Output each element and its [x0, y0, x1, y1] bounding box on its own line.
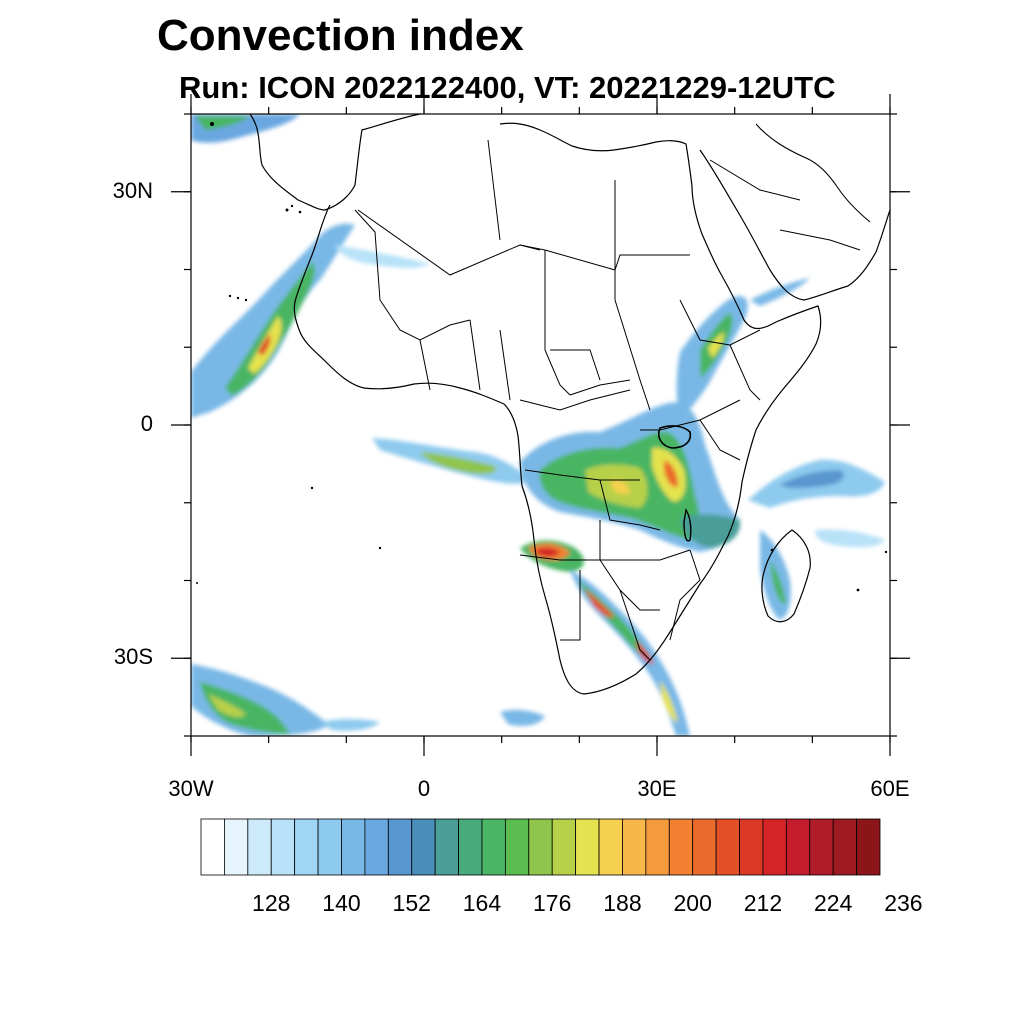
map-frame	[190, 113, 891, 737]
colorbar-swatch	[200, 818, 225, 876]
colorbar-swatch	[341, 818, 366, 876]
colorbar-label: 140	[322, 890, 361, 916]
colorbar-swatch	[481, 818, 506, 876]
colorbar-label: 152	[392, 890, 431, 916]
convection-field	[191, 114, 890, 736]
colorbar-swatch	[739, 818, 764, 876]
colorbar-swatch	[622, 818, 647, 876]
colorbar-swatch	[411, 818, 436, 876]
colorbar-swatch	[317, 818, 342, 876]
islands	[196, 122, 888, 592]
colorbar-swatch	[645, 818, 670, 876]
colorbar-swatch	[364, 818, 389, 876]
lon-tick-label: 30W	[168, 776, 214, 801]
colorbar-swatch	[856, 818, 881, 876]
colorbar-swatch	[551, 818, 577, 876]
map-title: Convection index	[157, 11, 524, 60]
colorbar-label: 212	[743, 890, 783, 916]
colorbar-swatch	[598, 818, 623, 876]
colorbar-swatch	[692, 818, 717, 876]
lat-tick-label: 30S	[113, 644, 153, 670]
colorbar-swatch	[762, 818, 787, 876]
colorbar-swatch	[458, 818, 483, 876]
colorbar-label: 128	[252, 890, 291, 916]
colorbar-label: 188	[603, 890, 642, 916]
colorbar-swatch	[504, 818, 530, 876]
lat-tick-label: 30N	[112, 177, 153, 203]
colorbar-swatch	[575, 818, 600, 876]
colorbar-swatch	[785, 818, 811, 876]
colorbar-swatch	[528, 818, 553, 876]
lon-tick-label: 60E	[870, 776, 910, 801]
colorbar-label: 224	[813, 890, 853, 916]
colorbar-swatch	[387, 818, 413, 876]
colorbar-swatch	[715, 818, 740, 876]
colorbar-swatch	[668, 818, 694, 876]
lat-tick-label: 0	[140, 411, 153, 436]
colorbar-swatch	[434, 818, 459, 876]
axis-ticks	[171, 94, 910, 756]
colorbar-swatch	[294, 818, 319, 876]
colorbar-swatch	[224, 818, 249, 876]
map-subtitle: Run: ICON 2022122400, VT: 20221229-12UTC	[179, 70, 836, 105]
colorbar-swatch	[247, 818, 272, 876]
colorbar-swatch	[809, 818, 834, 876]
colorbar-label: 176	[533, 890, 572, 916]
colorbar-swatch	[832, 818, 857, 876]
country-borders	[354, 139, 861, 661]
colorbar-label: 236	[884, 890, 923, 916]
colorbar	[200, 818, 881, 876]
lon-tick-label: 0	[417, 776, 431, 801]
colorbar-label: 164	[462, 890, 502, 916]
colorbar-swatch	[270, 818, 296, 876]
lon-tick-label: 30E	[637, 776, 677, 801]
colorbar-label: 200	[673, 890, 712, 916]
